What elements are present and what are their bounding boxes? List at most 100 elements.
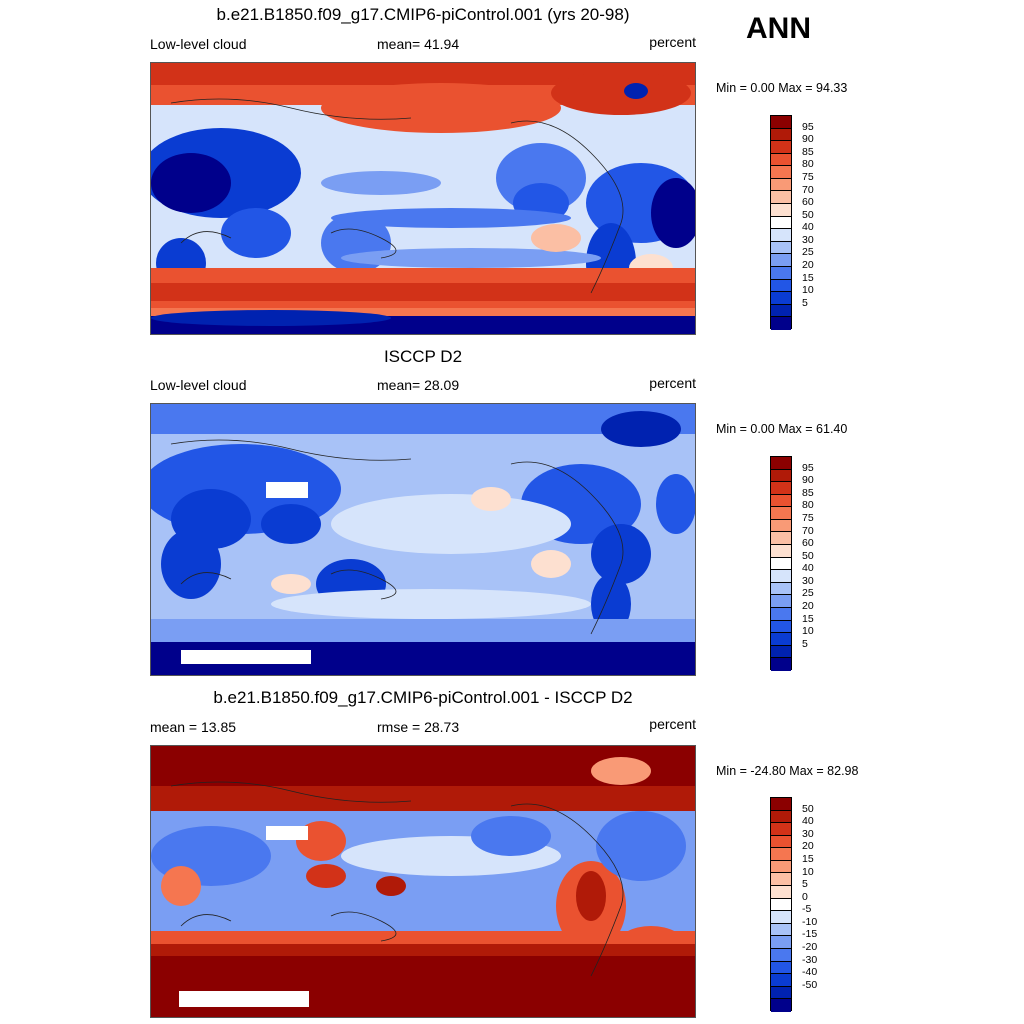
- panel2-title: ISCCP D2: [383, 347, 463, 366]
- colorbar-tick-label: -10: [802, 915, 818, 928]
- colorbar-swatch: [771, 658, 791, 671]
- panel3-minmax: Min = -24.80 Max = 82.98: [716, 764, 859, 778]
- colorbar-swatch: [771, 532, 791, 546]
- colorbar-swatch: [771, 304, 791, 318]
- colorbar-tick-label: 90: [802, 133, 814, 146]
- colorbar-swatch: [771, 482, 791, 495]
- colorbar-tick-label: 50: [802, 802, 814, 815]
- colorbar-swatch: [771, 582, 791, 596]
- colorbar-swatch: [771, 204, 791, 217]
- panel2-mean-label: mean= 28.09: [377, 377, 460, 393]
- colorbar-swatch: [771, 898, 791, 912]
- panel3-title: b.e21.B1850.f09_g17.CMIP6-piControl.001 …: [213, 688, 633, 707]
- colorbar-swatch: [771, 519, 791, 533]
- colorbar-swatch: [771, 886, 791, 899]
- colorbar-tick-label: 70: [802, 183, 814, 196]
- colorbar-tick-label: 40: [802, 815, 814, 828]
- colorbar-tick-label: -15: [802, 928, 818, 941]
- colorbar-tick-label: 15: [802, 271, 814, 284]
- panel3-units-label: percent: [649, 716, 696, 732]
- colorbar-tick-label: -30: [802, 953, 818, 966]
- colorbar-swatch: [771, 607, 791, 621]
- colorbar-swatch: [771, 128, 791, 142]
- colorbar-tick-label: 80: [802, 499, 814, 512]
- colorbar-tick-label: 10: [802, 865, 814, 878]
- colorbar-swatch: [771, 216, 791, 230]
- colorbar-swatch: [771, 254, 791, 267]
- colorbar-tick-label: 20: [802, 840, 814, 853]
- colorbar-swatch: [771, 645, 791, 659]
- colorbar-swatch: [771, 494, 791, 508]
- colorbar-tick-label: 95: [802, 120, 814, 133]
- colorbar-swatch: [771, 545, 791, 558]
- colorbar-swatch: [771, 317, 791, 330]
- panel1-left-label: Low-level cloud: [150, 36, 247, 52]
- colorbar-swatch: [771, 848, 791, 861]
- panel1-mean-label: mean= 41.94: [377, 36, 460, 52]
- panel2-left-label: Low-level cloud: [150, 377, 247, 393]
- colorbar-tick-label: 50: [802, 208, 814, 221]
- panel3-map: [150, 745, 696, 1018]
- panel1-minmax: Min = 0.00 Max = 94.33: [716, 81, 848, 95]
- colorbar-tick-label: 5: [802, 296, 808, 309]
- panel3-rmse-label: rmse = 28.73: [377, 719, 460, 735]
- panel1-map: [150, 62, 696, 335]
- colorbar-swatch: [771, 153, 791, 167]
- panel1-map-field: [151, 63, 695, 334]
- colorbar-swatch: [771, 229, 791, 242]
- colorbar-swatch: [771, 810, 791, 824]
- colorbar-swatch: [771, 141, 791, 154]
- colorbar-tick-label: 30: [802, 233, 814, 246]
- colorbar-swatch: [771, 835, 791, 849]
- colorbar-swatch: [771, 595, 791, 608]
- colorbar-tick-label: 70: [802, 524, 814, 537]
- colorbar-tick-label: 0: [802, 890, 808, 903]
- colorbar-tick-label: 30: [802, 574, 814, 587]
- colorbar-swatch: [771, 469, 791, 483]
- colorbar-tick-label: 25: [802, 587, 814, 600]
- colorbar-tick-label: 40: [802, 562, 814, 575]
- colorbar-tick-label: 15: [802, 612, 814, 625]
- colorbar-swatch: [771, 178, 791, 192]
- colorbar-tick-label: -40: [802, 966, 818, 979]
- colorbar-tick-label: 85: [802, 486, 814, 499]
- panel3-mean-label: mean = 13.85: [150, 719, 237, 735]
- panel2-units-label: percent: [649, 375, 696, 391]
- colorbar-swatch: [771, 873, 791, 887]
- colorbar-swatch: [771, 116, 791, 129]
- colorbar-swatch: [771, 948, 791, 962]
- colorbar-tick-label: 95: [802, 461, 814, 474]
- panel3-map-field: [151, 746, 695, 1017]
- colorbar-swatch: [771, 279, 791, 293]
- colorbar-tick-label: 15: [802, 852, 814, 865]
- colorbar-swatch: [771, 923, 791, 937]
- colorbar-swatch: [771, 557, 791, 571]
- colorbar-swatch: [771, 633, 791, 646]
- colorbar-tick-label: 25: [802, 246, 814, 259]
- colorbar-swatch: [771, 620, 791, 634]
- colorbar-tick-label: -20: [802, 941, 818, 954]
- panel2-map-field: [151, 404, 695, 675]
- colorbar-swatch: [771, 241, 791, 255]
- colorbar-tick-label: 10: [802, 625, 814, 638]
- colorbar-swatch: [771, 191, 791, 205]
- colorbar-tick-label: -50: [802, 978, 818, 991]
- panel2-colorbar: [770, 456, 792, 671]
- colorbar-tick-label: -5: [802, 903, 812, 916]
- colorbar-swatch: [771, 166, 791, 179]
- panel2-map: [150, 403, 696, 676]
- colorbar-swatch: [771, 860, 791, 874]
- colorbar-tick-label: 5: [802, 878, 808, 891]
- colorbar-swatch: [771, 911, 791, 924]
- colorbar-tick-label: 30: [802, 827, 814, 840]
- colorbar-tick-label: 60: [802, 196, 814, 209]
- colorbar-swatch: [771, 823, 791, 836]
- colorbar-swatch: [771, 936, 791, 949]
- colorbar-tick-label: 85: [802, 145, 814, 158]
- colorbar-swatch: [771, 457, 791, 470]
- colorbar-swatch: [771, 999, 791, 1012]
- colorbar-tick-label: 50: [802, 549, 814, 562]
- panel1-units-label: percent: [649, 34, 696, 50]
- colorbar-tick-label: 5: [802, 637, 808, 650]
- colorbar-tick-label: 10: [802, 284, 814, 297]
